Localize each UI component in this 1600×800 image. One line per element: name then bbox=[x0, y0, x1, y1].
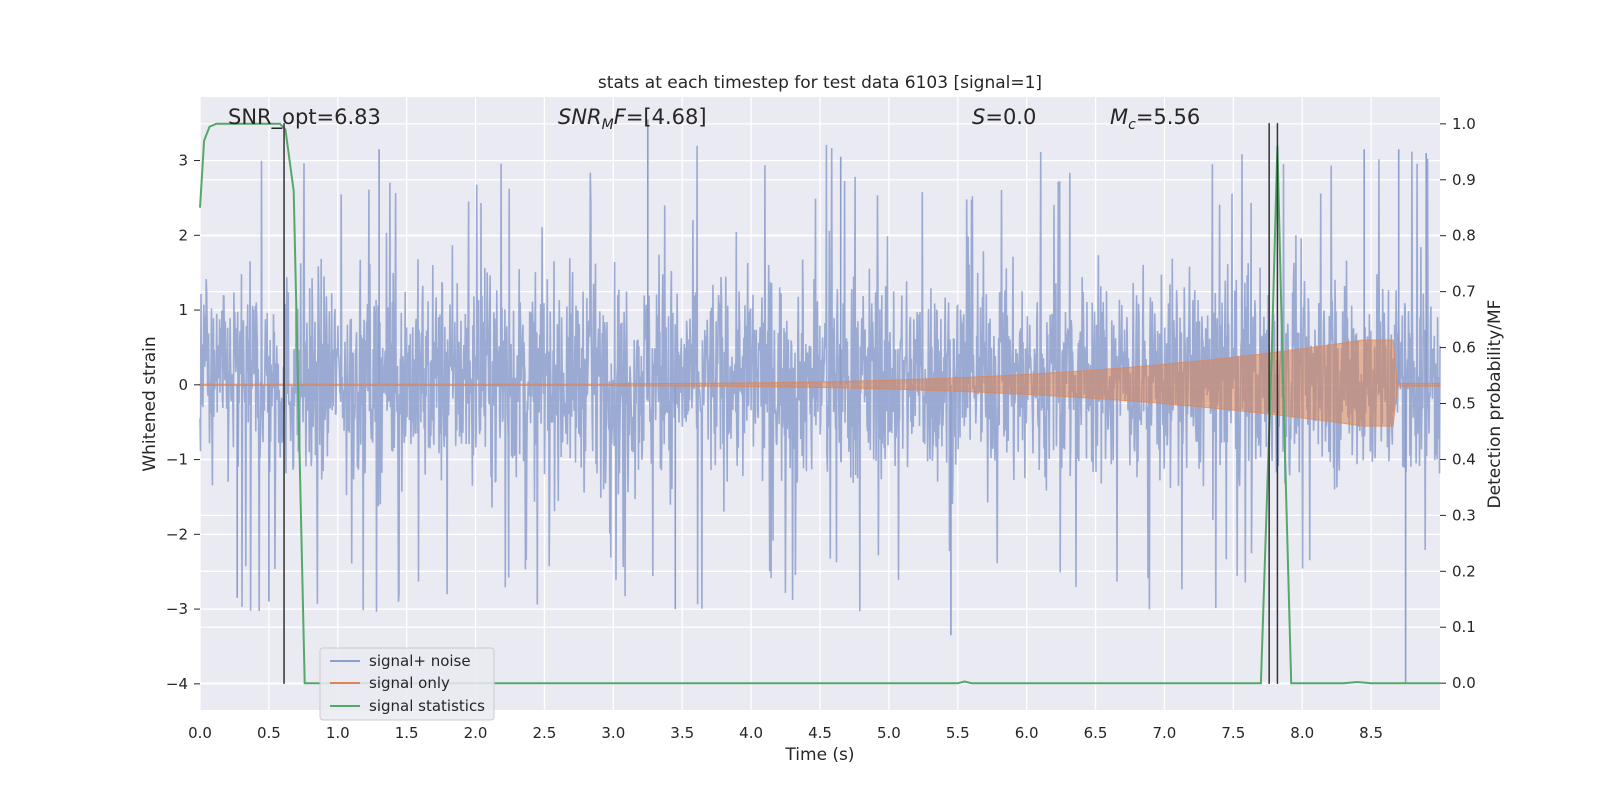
legend-label-signal-only: signal only bbox=[369, 674, 450, 692]
chart-title: stats at each timestep for test data 610… bbox=[598, 73, 1042, 93]
y2-tick-label: 0.1 bbox=[1452, 618, 1476, 636]
x-tick-label: 5.5 bbox=[946, 724, 970, 742]
x-tick-label: 2.5 bbox=[533, 724, 557, 742]
series-signal-statistics-line bbox=[199, 122, 1440, 685]
legend-label-signal-statistics: signal statistics bbox=[369, 697, 485, 715]
x-tick-label: 4.0 bbox=[739, 724, 763, 742]
annotation-snr-mf: SNRMF=[4.68] bbox=[558, 105, 707, 133]
x-tick-label: 1.0 bbox=[326, 724, 350, 742]
y2-tick-label: 0.6 bbox=[1452, 339, 1476, 357]
x-tick-label: 7.0 bbox=[1153, 724, 1177, 742]
y2-tick-label: 0.8 bbox=[1452, 227, 1476, 245]
vertical-lines bbox=[283, 123, 1279, 684]
series-signal-only-line bbox=[199, 339, 1441, 427]
series-layer bbox=[199, 119, 1441, 685]
y-tick-label: 2 bbox=[178, 226, 188, 244]
legend-label-signal-noise: signal+ noise bbox=[369, 652, 471, 670]
y2-tick-label: 0.9 bbox=[1452, 171, 1476, 189]
x-tick-label: 1.5 bbox=[395, 724, 419, 742]
x-tick-label: 3.5 bbox=[670, 724, 694, 742]
y2-tick-label: 0.2 bbox=[1452, 562, 1476, 580]
x-tick-label: 6.5 bbox=[1084, 724, 1108, 742]
series-signal-noise-line bbox=[199, 144, 1441, 612]
x-tick-label: 8.0 bbox=[1290, 724, 1314, 742]
x-tick-label: 8.5 bbox=[1359, 724, 1383, 742]
x-tick-label: 4.5 bbox=[808, 724, 832, 742]
y-tick-label: −1 bbox=[166, 451, 188, 469]
x-tick-label: 5.0 bbox=[877, 724, 901, 742]
y-tick-label: −3 bbox=[166, 600, 188, 618]
x-tick-label: 7.5 bbox=[1221, 724, 1245, 742]
legend-box bbox=[319, 647, 495, 721]
legend: signal+ noise signal only signal statist… bbox=[319, 647, 495, 721]
y2-tick-label: 1.0 bbox=[1452, 115, 1476, 133]
y2-tick-label: 0.5 bbox=[1452, 395, 1476, 413]
y-axis-ticks: 3 2 1 0 −1 −2 −3 −4 bbox=[166, 152, 200, 693]
annotation-s-value: S=0.0 bbox=[972, 105, 1036, 129]
y-axis-label: Whitened strain bbox=[140, 336, 160, 471]
y-tick-label: 0 bbox=[178, 376, 188, 394]
y2-tick-label: 0.4 bbox=[1452, 450, 1476, 468]
x-tick-label: 6.0 bbox=[1015, 724, 1039, 742]
x-tick-label: 3.0 bbox=[601, 724, 625, 742]
y-tick-label: 3 bbox=[178, 152, 188, 170]
series-signal-noise-spikes bbox=[236, 119, 1427, 684]
y2-tick-label: 0.0 bbox=[1452, 674, 1476, 692]
annotation-snr-opt: SNR_opt=6.83 bbox=[228, 105, 381, 130]
y-tick-label: −2 bbox=[166, 525, 188, 543]
y2-tick-label: 0.7 bbox=[1452, 283, 1476, 301]
y2-tick-label: 0.3 bbox=[1452, 506, 1476, 524]
y2-axis-ticks: 1.0 0.9 0.8 0.7 0.6 0.5 0.4 0.3 0.2 0.1 0.0 bbox=[1440, 115, 1476, 692]
x-axis-ticks: 0.0 0.5 1.0 1.5 2.0 2.5 3.0 3.5 4.0 4.5 5.0 5.5 6.0 6… bbox=[188, 724, 1383, 742]
y-tick-label: −4 bbox=[166, 675, 188, 693]
x-tick-label: 2.0 bbox=[464, 724, 488, 742]
x-tick-label: 0.0 bbox=[188, 724, 212, 742]
annotation-mc-value: Mc=5.56 bbox=[1110, 105, 1200, 133]
y-tick-label: 1 bbox=[178, 301, 188, 319]
x-axis-label: Time (s) bbox=[784, 745, 854, 765]
x-tick-label: 0.5 bbox=[257, 724, 281, 742]
y2-axis-label: Detection probability/MF bbox=[1485, 300, 1505, 509]
